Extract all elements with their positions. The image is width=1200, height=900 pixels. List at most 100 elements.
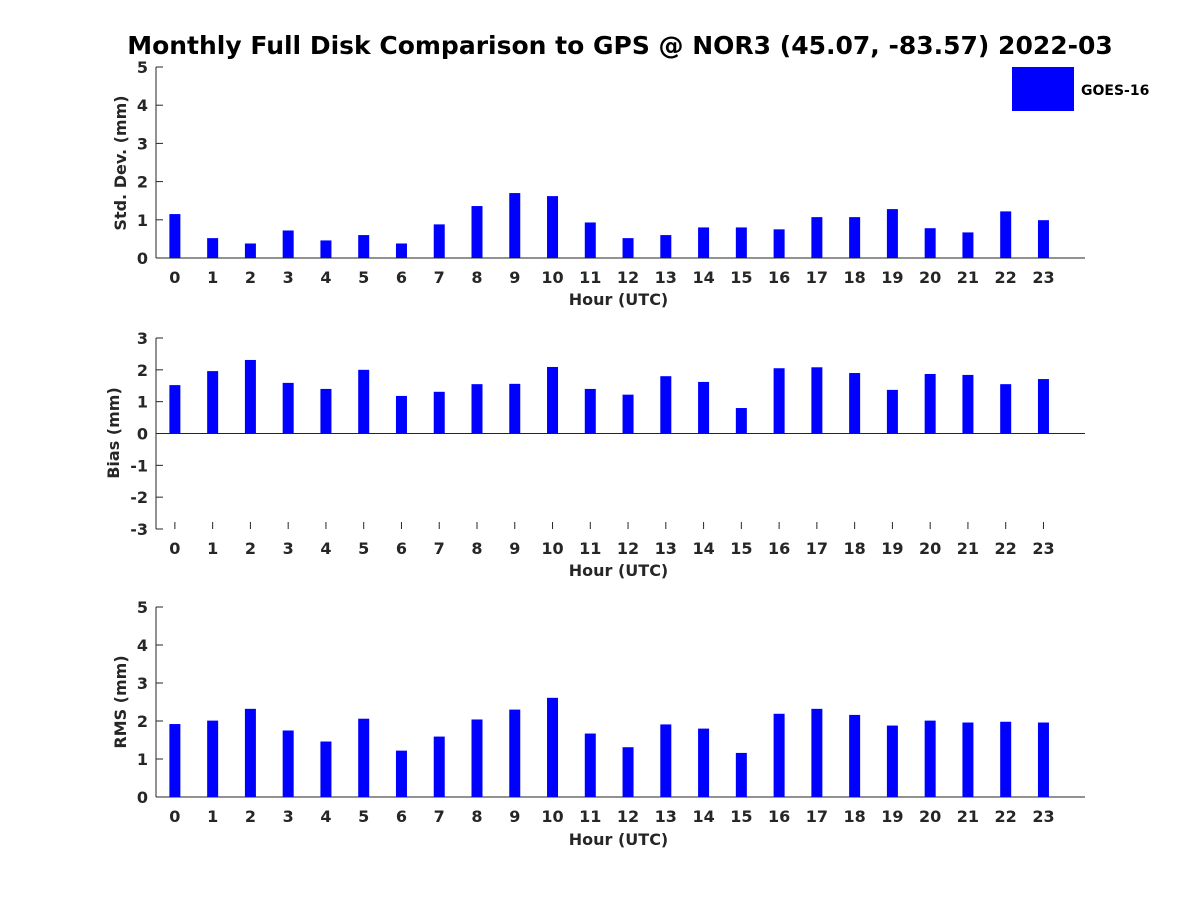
x-tick-label: 7 xyxy=(434,807,445,826)
y-tick-label: 3 xyxy=(137,674,148,693)
x-tick-label: 21 xyxy=(957,268,979,287)
x-tick-label: 13 xyxy=(655,268,677,287)
legend-label: GOES-16 xyxy=(1081,83,1149,99)
x-tick-label: 6 xyxy=(396,539,407,558)
x-tick-label: 2 xyxy=(245,268,256,287)
bar-hour-3 xyxy=(282,230,294,258)
x-tick-label: 18 xyxy=(844,268,866,287)
y-axis-label: Std. Dev. (mm) xyxy=(111,95,130,230)
x-tick-label: 13 xyxy=(655,539,677,558)
bar-hour-1 xyxy=(207,238,219,258)
figure-title: Monthly Full Disk Comparison to GPS @ NO… xyxy=(127,31,1113,60)
x-tick-label: 3 xyxy=(283,268,294,287)
bar-hour-20 xyxy=(924,228,936,258)
x-axis-label: Hour (UTC) xyxy=(569,830,669,849)
x-tick-label: 1 xyxy=(207,539,218,558)
bar-hour-14 xyxy=(698,728,710,797)
bar-hour-9 xyxy=(509,383,521,434)
bar-hour-14 xyxy=(698,381,710,434)
bar-hour-0 xyxy=(169,385,181,434)
bar-hour-10 xyxy=(547,366,559,434)
x-tick-label: 13 xyxy=(655,807,677,826)
x-tick-label: 8 xyxy=(471,807,482,826)
bar-hour-10 xyxy=(547,697,559,797)
bar-hour-22 xyxy=(1000,721,1012,797)
x-tick-label: 19 xyxy=(881,268,903,287)
x-tick-label: 14 xyxy=(692,268,714,287)
bar-hour-1 xyxy=(207,720,219,797)
bar-hour-4 xyxy=(320,240,332,258)
bar-hour-7 xyxy=(433,736,445,797)
bar-hour-12 xyxy=(622,238,634,258)
x-tick-label: 10 xyxy=(541,807,563,826)
x-tick-label: 20 xyxy=(919,539,941,558)
x-tick-label: 8 xyxy=(471,268,482,287)
bar-hour-3 xyxy=(282,382,294,434)
x-tick-label: 15 xyxy=(730,268,752,287)
x-tick-label: 15 xyxy=(730,539,752,558)
x-tick-label: 12 xyxy=(617,268,639,287)
x-tick-label: 9 xyxy=(509,268,520,287)
bar-hour-7 xyxy=(433,224,445,258)
x-tick-label: 4 xyxy=(320,807,331,826)
bar-hour-21 xyxy=(962,374,974,434)
bar-hour-23 xyxy=(1037,220,1049,258)
bar-hour-15 xyxy=(735,408,747,434)
y-tick-label: 4 xyxy=(137,636,148,655)
x-tick-label: 16 xyxy=(768,807,790,826)
bar-hour-19 xyxy=(886,389,898,434)
bar-hour-6 xyxy=(395,750,407,797)
bar-hour-8 xyxy=(471,206,483,258)
x-tick-label: 18 xyxy=(844,539,866,558)
x-tick-label: 2 xyxy=(245,539,256,558)
x-axis-label: Hour (UTC) xyxy=(569,290,669,309)
bar-hour-18 xyxy=(849,217,861,258)
x-tick-label: 23 xyxy=(1032,268,1054,287)
y-tick-label: 2 xyxy=(137,361,148,380)
y-tick-label: -2 xyxy=(130,488,148,507)
y-tick-label: 1 xyxy=(137,750,148,769)
x-tick-label: 6 xyxy=(396,268,407,287)
y-tick-label: 2 xyxy=(137,712,148,731)
bar-hour-22 xyxy=(1000,211,1012,258)
bar-hour-11 xyxy=(584,388,596,434)
x-tick-label: 17 xyxy=(806,807,828,826)
x-tick-label: 18 xyxy=(844,807,866,826)
bar-hour-13 xyxy=(660,724,672,797)
bar-hour-23 xyxy=(1037,379,1049,434)
x-tick-label: 4 xyxy=(320,539,331,558)
bar-hour-17 xyxy=(811,708,823,797)
bar-hour-1 xyxy=(207,371,219,434)
x-axis-label: Hour (UTC) xyxy=(569,561,669,580)
y-tick-label: 1 xyxy=(137,211,148,230)
bar-hour-2 xyxy=(244,359,256,434)
bar-hour-2 xyxy=(244,243,256,258)
bar-hour-6 xyxy=(395,395,407,434)
y-tick-label: 4 xyxy=(137,96,148,115)
x-tick-label: 6 xyxy=(396,807,407,826)
bar-hour-19 xyxy=(886,725,898,797)
x-tick-label: 1 xyxy=(207,807,218,826)
x-tick-label: 21 xyxy=(957,539,979,558)
y-tick-label: 0 xyxy=(137,788,148,807)
x-tick-label: 5 xyxy=(358,807,369,826)
y-tick-label: 3 xyxy=(137,134,148,153)
bar-hour-12 xyxy=(622,747,634,797)
bar-hour-15 xyxy=(735,227,747,258)
bar-hour-16 xyxy=(773,713,785,797)
bar-hour-20 xyxy=(924,720,936,797)
bar-hour-0 xyxy=(169,214,181,258)
x-tick-label: 14 xyxy=(692,807,714,826)
y-tick-label: 5 xyxy=(137,58,148,77)
x-tick-label: 15 xyxy=(730,807,752,826)
y-axis-label: RMS (mm) xyxy=(111,655,130,748)
bar-hour-9 xyxy=(509,193,521,258)
bar-hour-7 xyxy=(433,391,445,434)
bar-hour-21 xyxy=(962,232,974,258)
x-tick-label: 23 xyxy=(1032,807,1054,826)
bar-hour-16 xyxy=(773,368,785,434)
bar-hour-8 xyxy=(471,719,483,797)
